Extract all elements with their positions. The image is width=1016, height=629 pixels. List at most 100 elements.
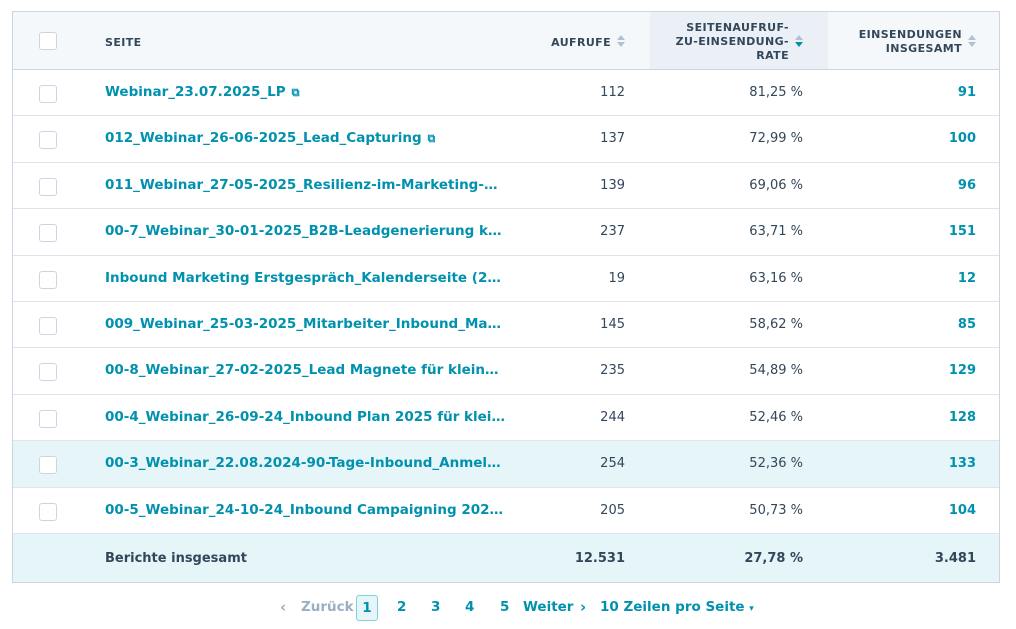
page-link-text: 00-7_Webinar_30-01-2025_B2B-Leadgenerier…	[105, 223, 505, 240]
page-link[interactable]: 00-8_Webinar_27-02-2025_Lead Magnete für…	[105, 362, 505, 378]
rate-cell: 72,99 %	[749, 131, 803, 147]
page-link-text: 012_Webinar_26-06-2025_Lead_Capturing	[105, 130, 422, 147]
totals-label: Berichte insgesamt	[105, 551, 247, 566]
column-header-page[interactable]: SEITE	[105, 36, 142, 49]
rate-cell: 50,73 %	[749, 502, 803, 518]
views-cell: 145	[600, 317, 625, 332]
column-header-rate-line2: ZU-EINSENDUNG-	[675, 35, 789, 48]
page-link[interactable]: 012_Webinar_26-06-2025_Lead_Capturing ⧉	[105, 130, 435, 146]
rate-cell: 58,62 %	[749, 317, 803, 332]
row-checkbox[interactable]	[39, 456, 57, 475]
external-link-icon[interactable]: ⧉	[427, 132, 436, 146]
totals-views: 12.531	[574, 551, 625, 566]
row-checkbox[interactable]	[39, 177, 57, 196]
page-link[interactable]: 00-3_Webinar_22.08.2024-90-Tage-Inbound_…	[105, 455, 505, 471]
sort-icon[interactable]	[617, 35, 625, 47]
row-checkbox[interactable]	[39, 270, 57, 289]
submissions-link[interactable]: 96	[957, 177, 976, 193]
page-button[interactable]: 2	[397, 599, 407, 615]
column-header-views[interactable]: AUFRUFE	[551, 36, 611, 49]
table-row: Inbound Marketing Erstgespräch_Kalenders…	[13, 256, 999, 302]
page-link[interactable]: 011_Webinar_27-05-2025_Resilienz-im-Mark…	[105, 177, 505, 193]
submissions-link[interactable]: 151	[948, 224, 976, 240]
row-checkbox[interactable]	[39, 409, 57, 428]
totals-row: Berichte insgesamt 12.531 27,78 % 3.481	[13, 534, 999, 582]
rate-cell: 63,71 %	[749, 224, 803, 240]
prev-page-button[interactable]: Zurück	[301, 599, 354, 615]
submissions-link[interactable]: 133	[948, 456, 976, 472]
views-cell: 139	[600, 177, 625, 193]
rate-cell: 54,89 %	[749, 363, 803, 379]
views-cell: 244	[600, 409, 625, 425]
page-link[interactable]: 00-7_Webinar_30-01-2025_B2B-Leadgenerier…	[105, 223, 505, 239]
rows-per-page-label: 10 Zeilen pro Seite	[600, 599, 745, 615]
views-cell: 235	[600, 363, 625, 379]
rows-per-page-dropdown[interactable]: 10 Zeilen pro Seite ▾	[600, 599, 754, 615]
table-row: 00-8_Webinar_27-02-2025_Lead Magnete für…	[13, 348, 999, 395]
submissions-link[interactable]: 100	[948, 131, 976, 147]
row-checkbox[interactable]	[39, 363, 57, 382]
submissions-link[interactable]: 85	[957, 317, 976, 332]
views-cell: 254	[600, 456, 625, 472]
sorted-column-bg	[650, 12, 828, 69]
row-checkbox[interactable]	[39, 224, 57, 243]
page-link-text: 009_Webinar_25-03-2025_Mitarbeiter_Inbou…	[105, 316, 505, 332]
views-cell: 137	[600, 131, 625, 147]
page-button[interactable]: 5	[500, 599, 510, 615]
totals-rate: 27,78 %	[744, 551, 803, 566]
page-link-text: 00-8_Webinar_27-02-2025_Lead Magnete für…	[105, 362, 505, 379]
page-button[interactable]: 4	[465, 599, 475, 615]
column-header-submissions[interactable]: EINSENDUNGEN INSGESAMT	[859, 28, 962, 56]
page-link[interactable]: 00-5_Webinar_24-10-24_Inbound Campaignin…	[105, 502, 505, 518]
row-checkbox[interactable]	[39, 502, 57, 521]
external-link-icon[interactable]: ⧉	[291, 86, 300, 99]
sort-desc-icon[interactable]	[795, 35, 803, 47]
page-link-text: 011_Webinar_27-05-2025_Resilienz-im-Mark…	[105, 176, 505, 193]
table-row: 00-7_Webinar_30-01-2025_B2B-Leadgenerier…	[13, 209, 999, 256]
table-header: SEITE AUFRUFE SEITENAUFRUF- ZU-EINSENDUN…	[13, 12, 999, 70]
table-row: 00-3_Webinar_22.08.2024-90-Tage-Inbound_…	[13, 441, 999, 488]
page-link-text: 00-5_Webinar_24-10-24_Inbound Campaignin…	[105, 501, 505, 518]
row-checkbox[interactable]	[39, 131, 57, 150]
chevron-right-icon[interactable]: ›	[580, 598, 587, 616]
select-all-checkbox[interactable]	[39, 32, 57, 50]
submissions-link[interactable]: 128	[948, 409, 976, 425]
page-link[interactable]: 00-4_Webinar_26-09-24_Inbound Plan 2025 …	[105, 409, 505, 425]
page-link-text: 00-3_Webinar_22.08.2024-90-Tage-Inbound_…	[105, 455, 505, 472]
views-cell: 19	[608, 270, 625, 286]
column-header-rate[interactable]: SEITENAUFRUF- ZU-EINSENDUNG- RATE	[676, 21, 789, 63]
views-cell: 112	[600, 85, 625, 100]
page-button-current[interactable]: 1	[356, 595, 378, 621]
column-header-rate-line3: RATE	[756, 49, 789, 62]
page-link[interactable]: 009_Webinar_25-03-2025_Mitarbeiter_Inbou…	[105, 316, 505, 332]
page-button[interactable]: 3	[431, 599, 441, 615]
views-cell: 205	[600, 502, 625, 518]
submissions-link[interactable]: 129	[948, 363, 976, 379]
caret-down-icon: ▾	[749, 604, 754, 614]
submissions-link[interactable]: 104	[948, 502, 976, 518]
next-page-button[interactable]: Weiter	[523, 599, 574, 615]
table-row: 00-5_Webinar_24-10-24_Inbound Campaignin…	[13, 488, 999, 534]
page-link[interactable]: Webinar_23.07.2025_LP ⧉	[105, 84, 300, 100]
rate-cell: 63,16 %	[749, 270, 803, 286]
rate-cell: 69,06 %	[749, 177, 803, 193]
column-header-rate-line1: SEITENAUFRUF-	[686, 21, 789, 34]
rate-cell: 81,25 %	[749, 85, 803, 100]
table-row: 012_Webinar_26-06-2025_Lead_Capturing ⧉ 13…	[13, 116, 999, 163]
report-table: SEITE AUFRUFE SEITENAUFRUF- ZU-EINSENDUN…	[12, 11, 1000, 583]
column-header-subs-line2: INSGESAMT	[885, 42, 962, 55]
totals-submissions: 3.481	[934, 551, 976, 566]
submissions-link[interactable]: 91	[957, 85, 976, 100]
table-row: 009_Webinar_25-03-2025_Mitarbeiter_Inbou…	[13, 302, 999, 349]
row-checkbox[interactable]	[39, 317, 57, 335]
chevron-left-icon: ‹	[280, 598, 287, 616]
table-row: 00-4_Webinar_26-09-24_Inbound Plan 2025 …	[13, 395, 999, 442]
row-checkbox[interactable]	[39, 85, 57, 103]
submissions-link[interactable]: 12	[957, 270, 976, 286]
rate-cell: 52,46 %	[749, 409, 803, 425]
pagination: ‹ Zurück 1 2 3 4 5 Weiter › 10 Zeilen pr…	[0, 595, 1016, 621]
column-header-subs-line1: EINSENDUNGEN	[858, 28, 962, 41]
page-link[interactable]: Inbound Marketing Erstgespräch_Kalenders…	[105, 270, 505, 286]
views-cell: 237	[600, 224, 625, 240]
sort-icon[interactable]	[968, 35, 976, 47]
